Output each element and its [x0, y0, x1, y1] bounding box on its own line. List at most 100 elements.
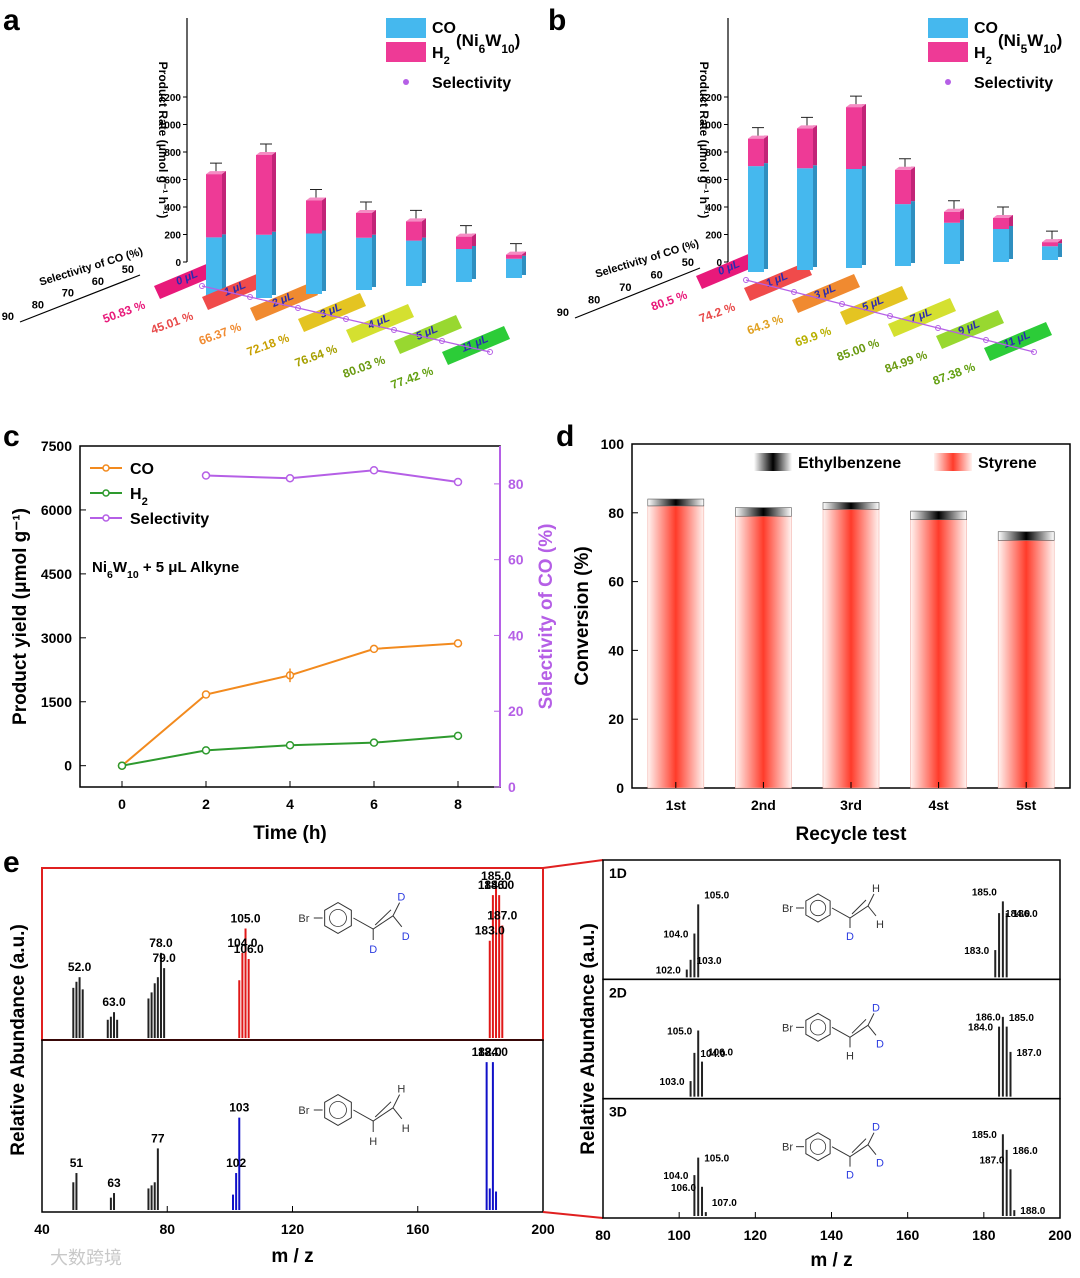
top-spectrum-frame: [41, 867, 544, 1041]
z-tick-label: 400: [705, 203, 722, 214]
bar-top: [356, 210, 376, 213]
co-bar-side: [472, 246, 476, 279]
h2-bar-side: [522, 251, 526, 256]
subspectrum-peak-label: 107.0: [712, 1198, 737, 1209]
selectivity-value-label: 80.5 %: [649, 288, 689, 314]
y-tick-label: 20: [608, 711, 624, 727]
y2-tick-label: 0: [508, 779, 516, 795]
subspectrum-peak-label: 185.0: [972, 1130, 997, 1141]
atom-label: D: [876, 1038, 884, 1050]
selectivity-point: [743, 277, 749, 283]
bar-top: [456, 233, 476, 237]
x-tick-label: 160: [406, 1221, 430, 1237]
selectivity-point: [247, 294, 253, 300]
selectivity-point: [791, 289, 797, 295]
selectivity-point: [935, 325, 941, 331]
ethylbenzene-bar: [647, 498, 705, 507]
subspectrum-peak-label: 105.0: [704, 890, 729, 901]
selectivity-value-label: 64.3 %: [745, 312, 785, 338]
selectivity-tick-label: 50: [682, 257, 694, 269]
selectivity-value-label: 87.38 %: [931, 360, 977, 388]
ethylbenzene-bar: [910, 510, 967, 520]
bar-top: [944, 208, 964, 212]
top-peak-label: 106.0: [234, 942, 264, 956]
vinyl-bond: [353, 915, 394, 930]
co-bar: [993, 229, 1009, 262]
benzene-ring: [805, 1132, 831, 1162]
subspectrum-peak-label: 106.0: [708, 1048, 733, 1059]
h2-bar-side: [813, 125, 817, 166]
selectivity-value-label: 69.9 %: [793, 324, 833, 350]
z-tick-label: 800: [164, 148, 181, 159]
series-point-selectivity: [369, 465, 379, 475]
subspectrum-peak-label: 105.0: [704, 1154, 729, 1165]
y-tick-label: 60: [608, 574, 624, 590]
selectivity-tick-label: 60: [651, 270, 663, 282]
top-peak-label: 104.0: [227, 936, 257, 950]
legend-catalyst-label: (Ni6W10): [456, 31, 520, 56]
x-tick-label: 180: [972, 1227, 996, 1243]
h2-bar: [846, 107, 862, 169]
y2-tick-label: 20: [508, 703, 524, 719]
series-point-selectivity: [285, 473, 295, 483]
x-tick-label: 5st: [1016, 797, 1037, 813]
y2-tick-label: 40: [508, 627, 524, 643]
panel-label-a: a: [3, 4, 20, 37]
h2-bar-side: [222, 171, 226, 235]
atom-label: H: [397, 1083, 405, 1095]
selectivity-tick-label: 60: [92, 276, 104, 288]
z-tick-label: 400: [164, 203, 181, 214]
series-point-h2: [453, 731, 463, 741]
series-point-selectivity: [453, 477, 463, 487]
bar-top: [1042, 239, 1062, 243]
y-axis-title: Product yield (μmol g⁻¹): [10, 508, 31, 725]
molecule-1D: Br D H H: [782, 883, 884, 943]
y2-axis-title: Selectivity of CO (%): [536, 524, 557, 710]
panel-d-bar-chart: 0 20 40 60 80 100 1st 2nd 3rd 4st 5st Recycle test C…: [572, 436, 1071, 845]
selectivity-point: [439, 338, 445, 344]
y-tick-label: 3000: [41, 630, 72, 646]
legend-swatch-h2: [928, 42, 968, 62]
co-bar: [256, 234, 272, 298]
co-bar: [797, 168, 813, 270]
selectivity-value-label: 85.00 %: [835, 336, 881, 364]
selectivity-point: [199, 283, 205, 289]
styrene-bar: [647, 505, 705, 789]
subspectrum-label: 1D: [609, 865, 627, 881]
selectivity-point: [983, 337, 989, 343]
co-bar: [356, 237, 372, 290]
subspectrum-peak-label: 187.0: [979, 1155, 1004, 1166]
legend-swatch-co: [928, 18, 968, 38]
atom-label: D: [846, 1170, 854, 1182]
selectivity-value-label: 84.99 %: [883, 348, 929, 376]
vinyl-bond: [831, 1024, 869, 1038]
x-tick-label: 6: [370, 796, 378, 812]
subspectrum-peak-label: 103.0: [697, 956, 722, 967]
series-point-h2: [369, 738, 379, 747]
co-bar-side: [322, 230, 326, 291]
selectivity-point: [1031, 349, 1037, 355]
bond: [392, 1094, 401, 1109]
vinyl-double-bond: [374, 909, 392, 926]
selectivity-value-label: 74.2 %: [697, 300, 737, 326]
y-axis-title: Relative Abundance (a.u.): [8, 924, 29, 1156]
panel-label-c: c: [3, 420, 20, 453]
x-axis-title: m / z: [810, 1250, 852, 1271]
z-tick-label: 1200: [159, 93, 182, 104]
bar-top: [406, 218, 426, 222]
x-tick-label: 1st: [666, 797, 687, 813]
legend-label-h2: H2: [974, 45, 992, 67]
legend-label-selectivity: Selectivity: [130, 511, 209, 528]
subspectrum-peak-label: 185.0: [972, 887, 997, 898]
benzene-ring-inner: [809, 1019, 827, 1036]
subspectrum-peak-label: 104.0: [663, 930, 688, 941]
zoom-connector-bottom: [542, 1211, 604, 1219]
h2-bar: [406, 221, 422, 241]
atom-label: D: [397, 891, 405, 903]
subspectrum-peak-label: 106.0: [671, 1183, 696, 1194]
h2-bar-side: [911, 166, 915, 202]
x-tick-label: 3rd: [840, 797, 862, 813]
h2-bar-side: [272, 152, 276, 232]
